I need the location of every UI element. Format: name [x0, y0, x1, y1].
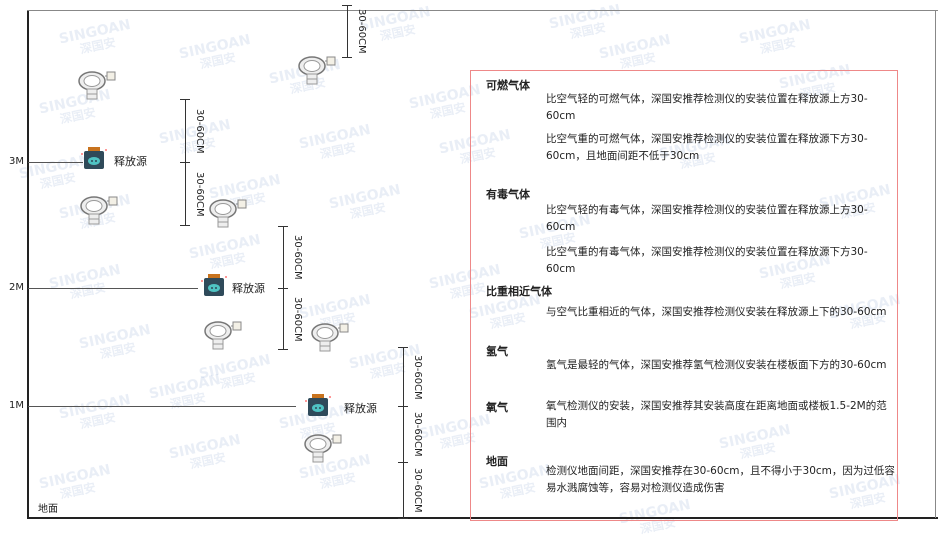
dimension-tick: [180, 225, 190, 226]
dimension-tick: [398, 406, 408, 407]
ground-text: 检测仪地面间距，深国安推荐在30-60cm，且不得小于30cm，因为过低容易水溅…: [546, 465, 895, 494]
ground-line: [27, 517, 938, 519]
oxygen-title: 氧气: [486, 401, 508, 414]
dimension-line: [185, 162, 186, 225]
dimension-line: [283, 226, 284, 288]
hydrogen-title: 氢气: [486, 345, 508, 358]
dimension-tick: [180, 99, 190, 100]
dimension-tick: [398, 518, 408, 519]
dimension-label: 30-60CM: [412, 468, 423, 513]
dimension-tick: [278, 349, 288, 350]
dimension-tick: [342, 5, 352, 6]
dimension-tick: [180, 162, 190, 163]
ceiling-line: [27, 10, 938, 11]
release-source-label: 释放源: [344, 402, 377, 415]
combustible-heavy-text: 比空气重的可燃气体，深国安推荐检测仪的安装位置在释放源下方30-60cm，且地面…: [546, 133, 868, 162]
toxic-light-text: 比空气轻的有毒气体，深国安推荐检测仪的安装位置在释放源上方30-60cm: [546, 204, 868, 233]
ground-title: 地面: [486, 455, 508, 468]
release-source-icon: [201, 273, 227, 296]
dimension-line: [347, 5, 348, 57]
similar-title: 比重相近气体: [486, 285, 552, 298]
release-source-icon: [305, 393, 331, 416]
right-border: [935, 10, 936, 518]
gas-detector-icon: [303, 433, 343, 463]
gas-detector-icon: [310, 322, 350, 352]
oxygen-text: 氧气检测仪的安装，深国安推荐其安装高度在距离地面或楼板1.5-2M的范围内: [546, 400, 887, 429]
dimension-tick: [398, 347, 408, 348]
dimension-tick: [342, 57, 352, 58]
dimension-label: 30-60CM: [412, 354, 423, 400]
combustible-light-text: 比空气轻的可燃气体，深国安推荐检测仪的安装位置在释放源上方30-60cm: [546, 93, 868, 122]
dimension-tick: [398, 462, 408, 463]
dimension-line: [185, 99, 186, 162]
gas-detector-icon: [297, 55, 337, 85]
gas-detector-icon: [77, 70, 117, 100]
release-source-label: 释放源: [232, 282, 265, 295]
dimension-line: [403, 406, 404, 462]
level-1m-line: [28, 406, 296, 407]
dimension-line: [403, 347, 404, 406]
level-3m-line: [28, 162, 83, 163]
level-3m: 3M: [9, 156, 24, 167]
dimension-label: 30-60CM: [194, 108, 205, 154]
dimension-tick: [278, 226, 288, 227]
ground-label: 地面: [38, 504, 58, 515]
dimension-label: 30-60CM: [356, 9, 367, 54]
release-source-icon: [81, 146, 107, 169]
hydrogen-text: 氢气是最轻的气体，深国安推荐氢气检测仪安装在楼板面下方的30-60cm: [546, 359, 887, 371]
level-2m-line: [28, 288, 198, 289]
release-source-label: 释放源: [114, 155, 147, 168]
wall-line: [27, 10, 29, 518]
dimension-line: [283, 288, 284, 349]
level-2m: 2M: [9, 282, 24, 293]
gas-detector-icon: [208, 198, 248, 228]
gas-detector-icon: [79, 195, 119, 225]
similar-text: 与空气比重相近的气体，深国安推荐检测仪安装在释放源上下的30-60cm: [546, 306, 887, 318]
toxic-title: 有毒气体: [486, 188, 530, 201]
dimension-label: 30-60CM: [194, 171, 205, 217]
toxic-heavy-text: 比空气重的有毒气体，深国安推荐检测仪的安装位置在释放源下方30-60cm: [546, 246, 868, 275]
combustible-title: 可燃气体: [486, 79, 530, 92]
level-1m: 1M: [9, 400, 24, 411]
dimension-label: 30-60CM: [292, 235, 303, 280]
dimension-line: [403, 462, 404, 518]
dimension-tick: [278, 288, 288, 289]
installation-guide-box: 可燃气体 比空气轻的可燃气体，深国安推荐检测仪的安装位置在释放源上方30-60c…: [470, 70, 898, 521]
gas-detector-icon: [203, 320, 243, 350]
dimension-label: 30-60CM: [292, 296, 303, 342]
dimension-label: 30-60CM: [412, 412, 423, 457]
